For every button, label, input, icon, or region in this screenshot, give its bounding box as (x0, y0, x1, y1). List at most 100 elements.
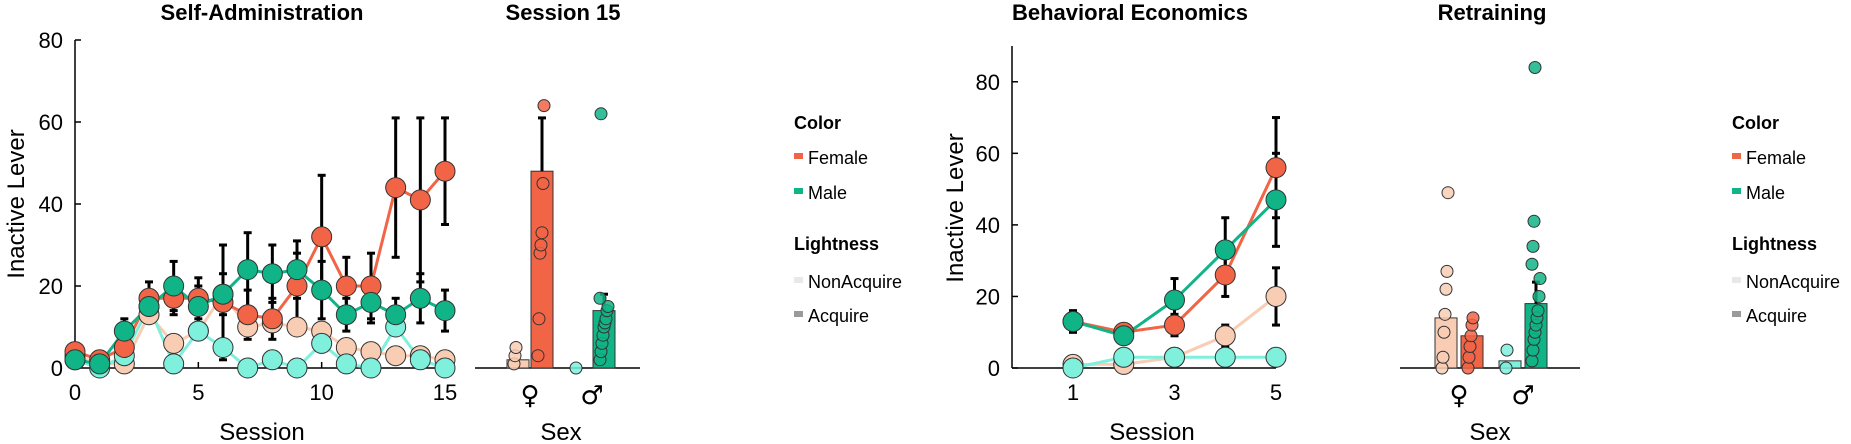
behav-econ-male_acquire-point (1265, 189, 1287, 211)
self-admin-male_acquire-point (261, 263, 283, 285)
session15-female_acquire-point (535, 226, 549, 240)
legend-left-male-label: Male (808, 183, 847, 203)
session15-male_acquire-point (601, 300, 615, 313)
behav-econ-ticks: 0 20 40 60 80 1 3 5 (976, 70, 1283, 405)
retraining-female_nonacquire-point (1441, 186, 1455, 200)
self-admin-male_nonacquire-point (237, 357, 259, 379)
behav-econ-female_acquire-point (1214, 264, 1236, 286)
self-admin-male_nonacquire-line (74, 302, 446, 370)
behav-econ-female_nonacquire-point (1214, 325, 1236, 347)
legend-right-male-label: Male (1746, 183, 1785, 203)
retraining-female_nonacquire-point (1435, 361, 1449, 375)
retraining-female_acquire-point (1463, 340, 1477, 354)
retraining-female_nonacquire-point (1439, 282, 1453, 296)
session15-female_nonacquire-point (509, 341, 523, 354)
self-admin-female_acquire-point (311, 226, 333, 248)
self-admin-ticks: 0 20 40 60 80 0 5 10 15 (39, 28, 458, 405)
behav-econ-male_nonacquire-point (1164, 346, 1185, 368)
session15-panel: Session 15 ♀ ♂ Sex (475, 0, 640, 444)
behav-econ-panel: Behavioral Economics 0 20 40 60 80 1 3 5 Sessio… (942, 0, 1287, 444)
legend-left-acquire-label: Acquire (808, 306, 869, 326)
self-admin-male_nonacquire-point (286, 357, 308, 379)
legend-right-male-swatch (1732, 188, 1741, 194)
self-admin-male_acquire-point (311, 279, 333, 301)
session15-male_acquire-point (593, 291, 607, 305)
retraining-male_acquire-point (1527, 214, 1541, 228)
self-admin-male_nonacquire-point (360, 357, 382, 379)
legend-left-female-swatch (794, 153, 803, 159)
retraining-male-tick: ♂ (1511, 381, 1534, 411)
self-admin-male_nonacquire-point (187, 320, 209, 342)
legend-right: Color Female Male Lightness NonAcquire A… (1732, 113, 1840, 326)
legend-left-lightness-title: Lightness (794, 234, 879, 254)
behav-econ-ytick-label: 20 (976, 284, 1000, 309)
self-admin-female_acquire-line (74, 170, 447, 362)
behav-econ-male_nonacquire-point (1265, 346, 1287, 368)
self-admin-male_acquire-point (138, 296, 160, 317)
self-admin-male_acquire-point (113, 320, 135, 342)
behav-econ-marks (1062, 116, 1287, 379)
session15-title: Session 15 (506, 0, 621, 25)
behav-econ-ytick-label: 40 (976, 213, 1000, 238)
behav-econ-male_acquire-point (1062, 310, 1084, 332)
self-admin-xtick-label: 5 (192, 380, 204, 405)
self-admin-male_nonacquire-point (163, 353, 185, 375)
self-admin-male_acquire-point (385, 304, 407, 326)
self-admin-ytick-label: 60 (39, 110, 63, 135)
session15-male_acquire-point (594, 107, 608, 121)
self-admin-female_nonacquire-point (286, 316, 308, 338)
self-admin-male_acquire-point (187, 296, 209, 317)
self-admin-ytick-label: 80 (39, 28, 63, 53)
self-admin-male_acquire-point (163, 275, 185, 297)
self-admin-female_acquire-point (237, 304, 259, 326)
behav-econ-xlabel: Session (1109, 419, 1194, 444)
self-admin-female_nonacquire-line (74, 291, 446, 366)
self-admin-female_acquire-point (409, 189, 431, 211)
retraining-female_nonacquire-point (1437, 325, 1451, 339)
self-admin-male_acquire-line (74, 267, 446, 366)
self-admin-panel: Self-Administration 0 20 40 60 80 0 5 10 15 Sess… (3, 0, 457, 444)
retraining-female_acquire-point (1464, 329, 1478, 343)
behav-econ-ytick-label: 60 (976, 141, 1000, 166)
retraining-female_nonacquire-point (1438, 307, 1452, 321)
self-admin-male_acquire-point (335, 304, 357, 326)
retraining-female-tick: ♀ (1449, 381, 1468, 411)
retraining-female_nonacquire-point (1436, 350, 1450, 364)
self-admin-xtick-label: 15 (433, 380, 457, 405)
legend-right-female-swatch (1732, 153, 1741, 159)
session15-female_acquire-point (534, 238, 548, 252)
behav-econ-male_nonacquire-point (1062, 357, 1084, 379)
behav-econ-male_acquire-point (1113, 325, 1135, 347)
self-admin-ytick-label: 20 (39, 274, 63, 299)
self-admin-male_nonacquire-point (409, 349, 431, 371)
retraining-female_acquire-point (1461, 361, 1475, 375)
retraining-male_acquire-point (1525, 257, 1539, 271)
self-admin-xtick-label: 10 (309, 380, 333, 405)
retraining-male_acquire-point (1533, 272, 1547, 286)
behav-econ-female_acquire-point (1265, 157, 1287, 179)
retraining-xlabel: Sex (1469, 419, 1510, 444)
self-admin-marks (64, 116, 456, 379)
legend-right-acquire-label: Acquire (1746, 306, 1807, 326)
legend-right-lightness-title: Lightness (1732, 234, 1817, 254)
self-admin-male_acquire-point (237, 259, 259, 281)
retraining-male_acquire-point (1525, 354, 1539, 368)
behav-econ-female_acquire-point (1164, 314, 1185, 336)
behav-econ-male_acquire-point (1164, 289, 1185, 311)
self-admin-female_acquire-point (335, 275, 357, 297)
self-admin-female_nonacquire-point (385, 345, 407, 367)
legend-right-nonacquire-label: NonAcquire (1746, 272, 1840, 292)
legend-right-nonacquire-swatch (1732, 277, 1741, 283)
retraining-male_acquire-point (1528, 60, 1542, 74)
behav-econ-ytick-label: 0 (988, 356, 1000, 381)
behav-econ-male_nonacquire-point (1113, 346, 1135, 368)
legend-left-color-title: Color (794, 113, 841, 133)
retraining-male_acquire-point (1526, 343, 1540, 357)
legend-right-color-title: Color (1732, 113, 1779, 133)
self-admin-ytick-label: 0 (51, 356, 63, 381)
self-admin-xtick-label: 0 (69, 380, 81, 405)
retraining-marks (1434, 60, 1548, 375)
self-admin-ytick-label: 40 (39, 192, 63, 217)
retraining-female_acquire-point (1462, 350, 1476, 364)
